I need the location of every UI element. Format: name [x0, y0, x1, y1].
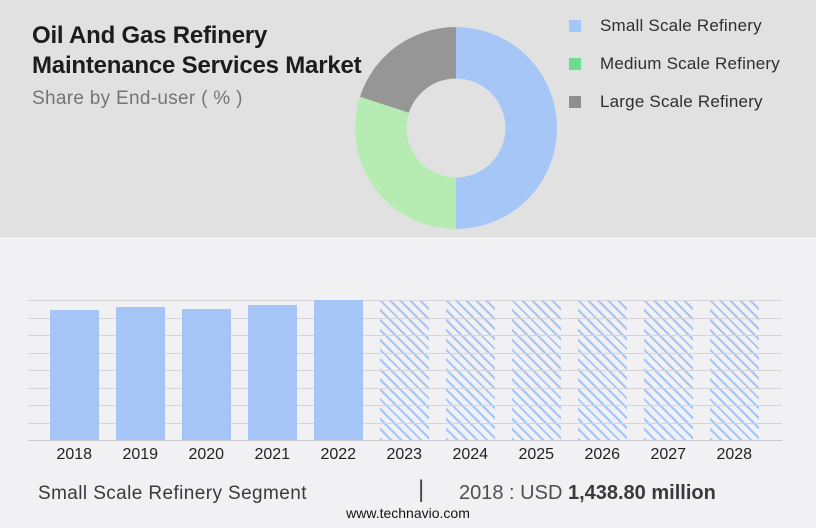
x-axis-label-2022: 2022	[320, 446, 357, 463]
title-block: Oil And Gas Refinery Maintenance Service…	[32, 21, 362, 110]
top-panel: Oil And Gas Refinery Maintenance Service…	[0, 0, 816, 237]
metric-value: 1,438.80 million	[567, 482, 716, 504]
bar-chart: 2018 2019 2020 2021 2022 2023 2024 2025 2026 2027…	[0, 237, 816, 528]
legend-swatch-icon	[569, 57, 581, 70]
website-link[interactable]: www.technavio.com	[346, 505, 470, 521]
gridline	[28, 300, 782, 301]
x-axis-label-2027: 2027	[650, 446, 687, 463]
chart-subtitle: Share by End-user ( % )	[32, 88, 243, 109]
legend-label: Small Scale Refinery	[600, 16, 762, 35]
bar-2021	[248, 304, 297, 440]
metric-annotation: 2018 : USD 1,438.80 million	[459, 482, 716, 505]
gridline	[28, 352, 782, 354]
metric-prefix: 2018 : USD	[459, 482, 563, 504]
bar-chart-panel: 2018 2019 2020 2021 2022 2023 2024 2025 2026 2027…	[0, 237, 816, 528]
donut-slice-medium-scale-refinery	[355, 96, 456, 229]
x-axis-baseline	[28, 440, 782, 441]
legend-label: Medium Scale Refinery	[600, 54, 780, 73]
donut-slice-small-scale-refinery	[456, 27, 557, 229]
bar-2020	[182, 308, 231, 440]
gridline	[28, 335, 782, 336]
gridline	[28, 422, 782, 424]
title-line-1: Oil And Gas Refinery	[32, 22, 268, 49]
legend-swatch-icon	[569, 95, 581, 108]
x-axis-label-2020: 2020	[188, 446, 225, 463]
x-axis-label-2026: 2026	[584, 446, 621, 463]
legend-item-large-scale-refinery: Large Scale Refinery	[569, 92, 780, 111]
segment-label: Small Scale Refinery Segment	[38, 483, 307, 504]
bar-2019	[116, 307, 165, 440]
x-axis-label-2021: 2021	[254, 446, 291, 463]
x-axis-label-2028: 2028	[716, 446, 753, 463]
gridline	[28, 405, 782, 406]
x-axis-label-2018: 2018	[56, 446, 93, 463]
x-axis-label-2025: 2025	[518, 446, 555, 463]
legend-swatch-icon	[569, 19, 581, 32]
footer-separator: |	[418, 476, 425, 503]
title-line-2: Maintenance Services Market	[32, 52, 362, 79]
donut-slice-large-scale-refinery	[359, 27, 456, 113]
gridline	[28, 317, 782, 319]
gridline	[28, 387, 782, 389]
bar-2018	[50, 309, 99, 440]
legend-item-medium-scale-refinery: Medium Scale Refinery	[569, 54, 780, 73]
bar-2022	[314, 300, 363, 440]
x-axis-label-2023: 2023	[386, 446, 423, 463]
page-title: Oil And Gas Refinery Maintenance Service…	[32, 21, 362, 81]
donut-chart	[355, 27, 557, 229]
chart-legend: Small Scale Refinery Medium Scale Refiner…	[569, 16, 780, 111]
x-axis-label-2019: 2019	[122, 446, 159, 463]
gridline	[28, 370, 782, 371]
x-axis-label-2024: 2024	[452, 446, 489, 463]
legend-label: Large Scale Refinery	[600, 92, 763, 111]
legend-item-small-scale-refinery: Small Scale Refinery	[569, 16, 780, 35]
